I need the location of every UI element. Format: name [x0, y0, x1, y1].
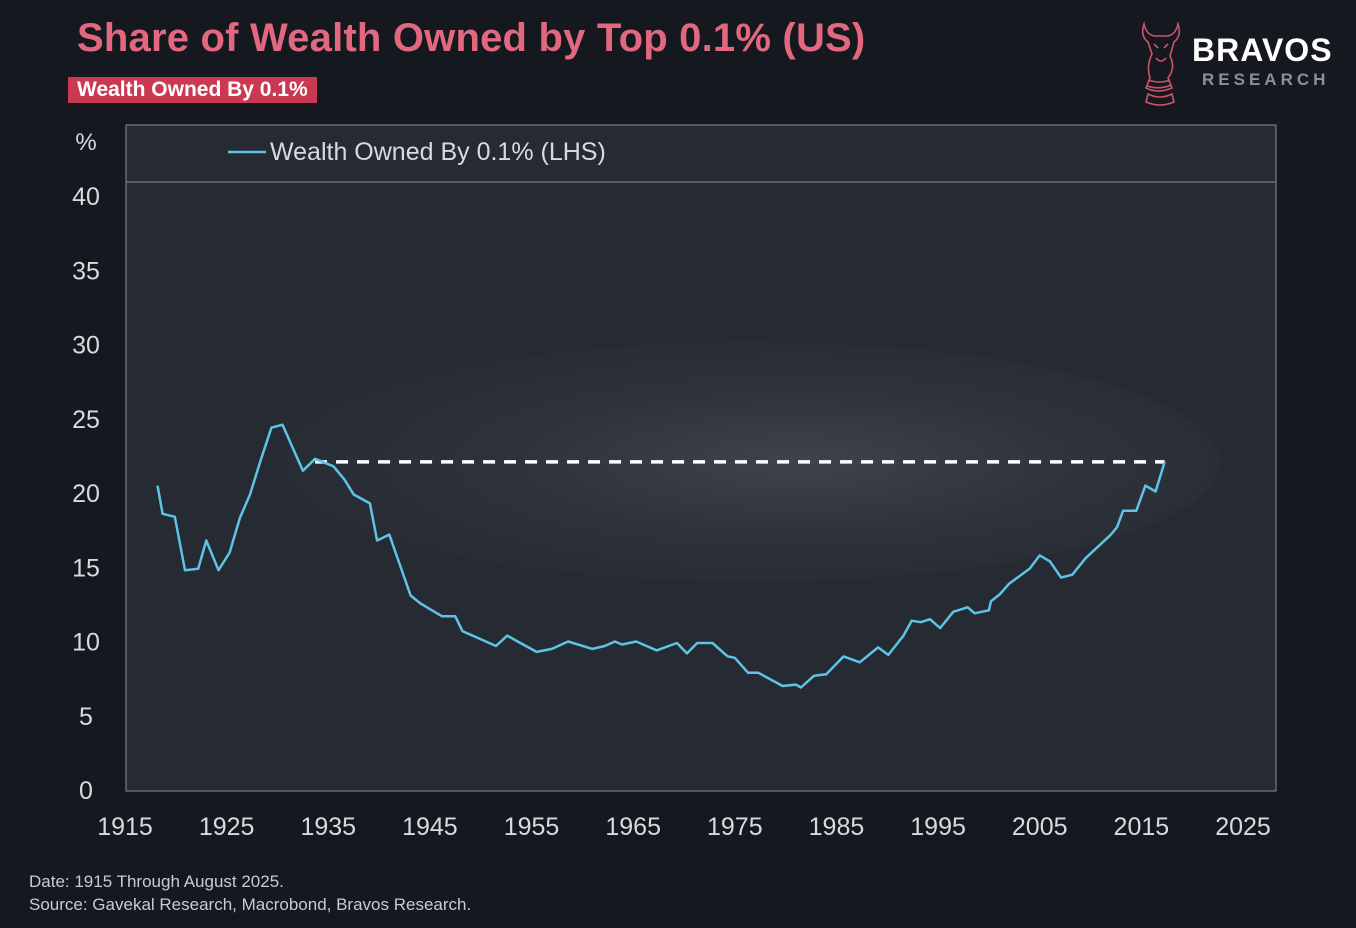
- x-tick-label: 1945: [402, 813, 458, 841]
- chart-title: Share of Wealth Owned by Top 0.1% (US): [77, 16, 866, 60]
- series-line-wealth-top-0-1: [156, 423, 1166, 689]
- x-tick-label: 1935: [300, 813, 356, 841]
- x-tick-label: 1975: [707, 813, 763, 841]
- logo-subtext: RESEARCH: [1202, 70, 1330, 89]
- x-tick-label: 2025: [1215, 813, 1271, 841]
- x-tick-label: 2005: [1012, 813, 1068, 841]
- y-tick-label: 25: [72, 406, 100, 434]
- y-tick-label: 0: [79, 777, 93, 805]
- logo-text: BRAVOS: [1192, 32, 1333, 68]
- legend-label: Wealth Owned By 0.1% (LHS): [270, 138, 606, 166]
- line-chart: Wealth Owned By 0.1% (LHS) % 05101520253…: [72, 124, 1277, 841]
- y-tick-label: 15: [72, 554, 100, 582]
- y-tick-label: 20: [72, 480, 100, 508]
- y-tick-label: 35: [72, 257, 100, 285]
- series-badge: Wealth Owned By 0.1%: [68, 77, 317, 103]
- x-tick-label: 1915: [97, 813, 153, 841]
- y-tick-label: 10: [72, 629, 100, 657]
- x-tick-label: 1955: [504, 813, 560, 841]
- highlight-glow: [280, 342, 1220, 582]
- y-tick-label: 30: [72, 332, 100, 360]
- y-tick-label: 5: [79, 703, 93, 731]
- source-note: Source: Gavekal Research, Macrobond, Bra…: [29, 895, 472, 914]
- x-tick-label: 1925: [199, 813, 255, 841]
- x-tick-label: 1965: [605, 813, 661, 841]
- x-tick-label: 1985: [809, 813, 865, 841]
- y-tick-label: 40: [72, 183, 100, 211]
- y-axis-unit: %: [75, 129, 96, 156]
- date-note: Date: 1915 Through August 2025.: [29, 872, 284, 891]
- x-tick-label: 1995: [910, 813, 966, 841]
- bull-knight-logo-icon: [1141, 20, 1181, 106]
- x-tick-label: 2015: [1114, 813, 1170, 841]
- bravos-logo: BRAVOS RESEARCH: [1136, 18, 1346, 108]
